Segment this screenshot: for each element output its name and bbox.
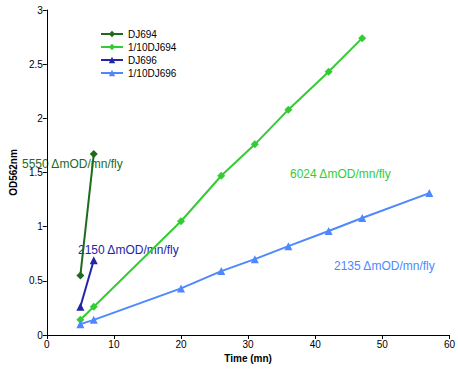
- svg-text:DJ696: DJ696: [128, 55, 157, 66]
- svg-text:60: 60: [444, 339, 456, 350]
- svg-text:10: 10: [108, 339, 120, 350]
- svg-text:OD562nm: OD562nm: [8, 149, 19, 196]
- svg-text:1: 1: [37, 221, 43, 232]
- svg-text:DJ694: DJ694: [128, 29, 157, 40]
- svg-text:0: 0: [37, 330, 43, 341]
- svg-text:1/10DJ696: 1/10DJ696: [128, 68, 177, 79]
- svg-text:5550 ΔmOD/mn/fly: 5550 ΔmOD/mn/fly: [22, 157, 123, 171]
- svg-text:6024 ΔmOD/mn/fly: 6024 ΔmOD/mn/fly: [290, 167, 391, 181]
- svg-text:40: 40: [310, 339, 322, 350]
- svg-text:2135 ΔmOD/mn/fly: 2135 ΔmOD/mn/fly: [334, 259, 435, 273]
- svg-text:2150 ΔmOD/mn/fly: 2150 ΔmOD/mn/fly: [78, 243, 179, 257]
- svg-text:0: 0: [44, 339, 50, 350]
- svg-text:3: 3: [37, 5, 43, 16]
- svg-text:2.5: 2.5: [29, 59, 43, 70]
- svg-text:Time (mn): Time (mn): [224, 353, 272, 364]
- svg-text:0.5: 0.5: [29, 275, 43, 286]
- svg-text:30: 30: [243, 339, 255, 350]
- svg-text:1/10DJ694: 1/10DJ694: [128, 42, 177, 53]
- svg-text:1.5: 1.5: [29, 167, 43, 178]
- svg-text:50: 50: [377, 339, 389, 350]
- svg-text:20: 20: [175, 339, 187, 350]
- svg-text:2: 2: [37, 113, 43, 124]
